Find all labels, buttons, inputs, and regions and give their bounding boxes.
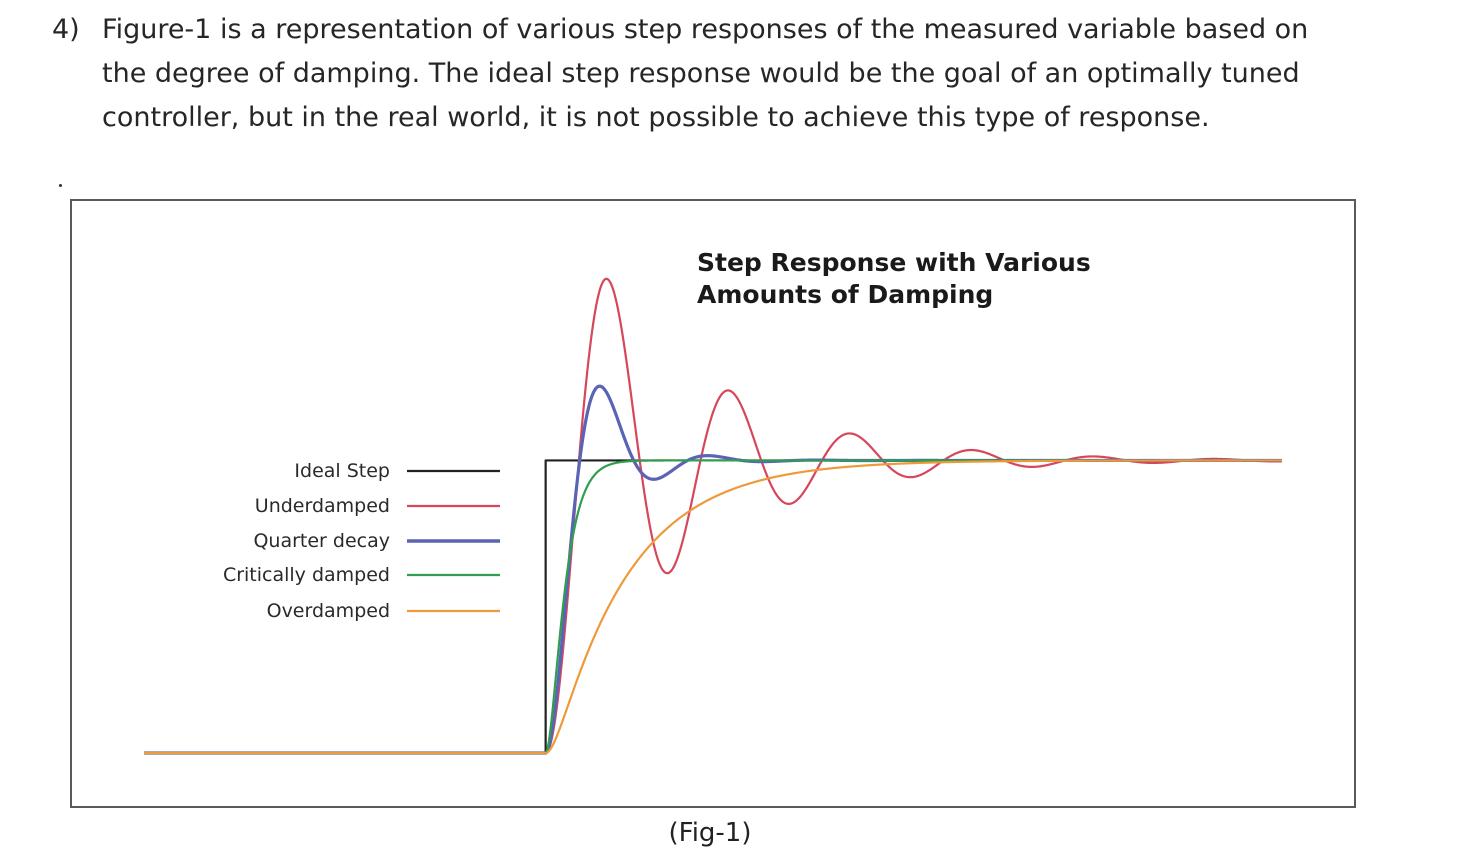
chart-title-line-1: Step Response with Various [697, 248, 1091, 277]
legend-label-quarter-decay: Quarter decay [253, 530, 390, 552]
legend-label-underdamped: Underdamped [255, 495, 390, 517]
legend-label-critically-damped: Critically damped [223, 564, 390, 586]
series-lines [144, 277, 1283, 755]
series-line-overdamped [144, 459, 1283, 755]
legend-label-ideal-step: Ideal Step [294, 460, 390, 482]
figure-caption: (Fig-1) [668, 818, 752, 848]
series-line-underdamped [144, 277, 1283, 755]
question-number: 4) [52, 14, 80, 45]
legend-label-overdamped: Overdamped [267, 600, 390, 622]
question-text: Figure-1 is a representation of various … [102, 14, 1309, 133]
bullet-dot [59, 184, 62, 187]
chart-title-line-2: Amounts of Damping [697, 280, 993, 309]
legend: Ideal Step Underdamped Quarter decay Critic… [223, 460, 500, 622]
step-response-chart: Step Response with Various Amounts of Da… [144, 248, 1283, 755]
figure-frame: Step Response with Various Amounts of Da… [70, 199, 1356, 808]
